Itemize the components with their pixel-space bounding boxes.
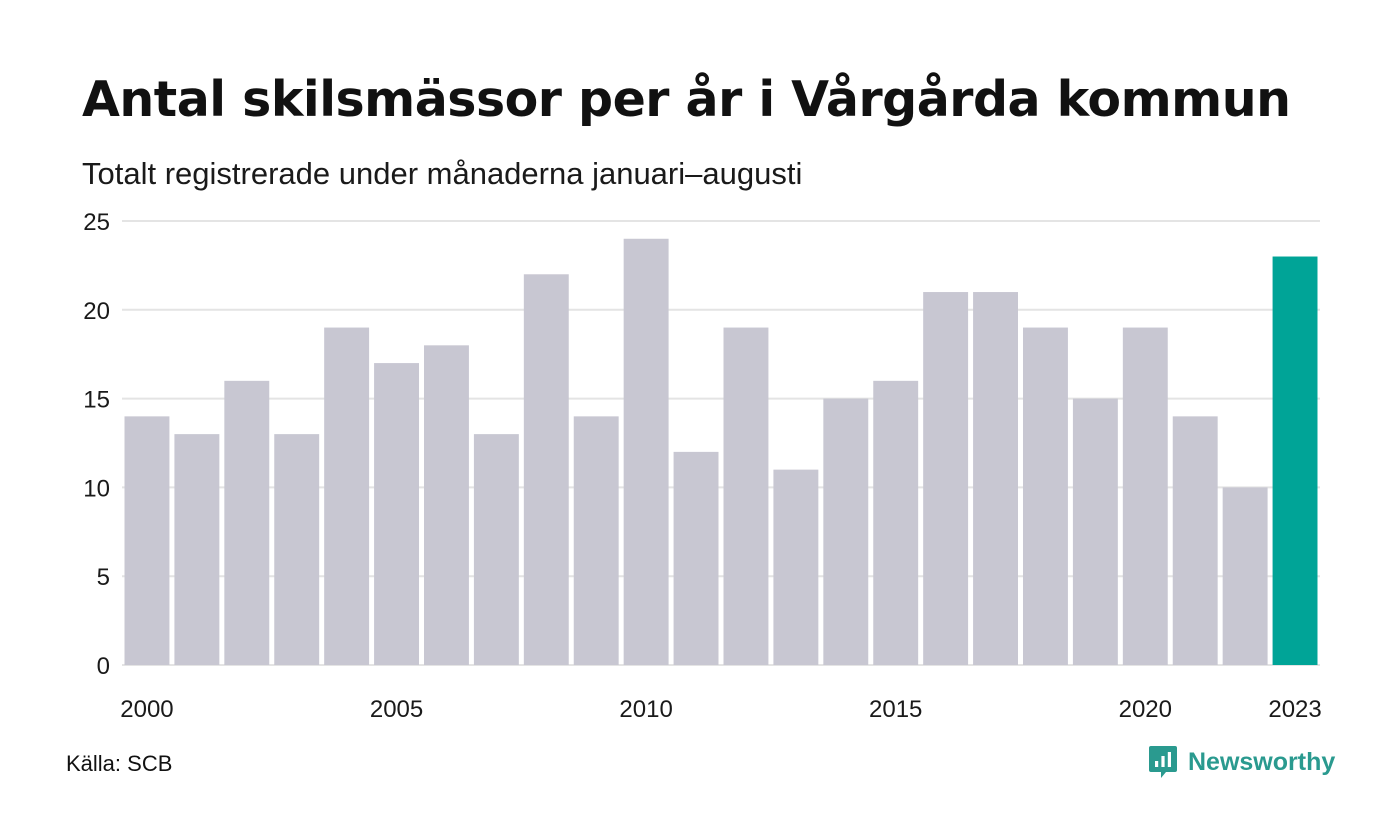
y-tick-label: 5	[97, 564, 110, 591]
gridlines	[122, 220, 1320, 666]
y-tick-label: 20	[83, 298, 110, 325]
bar-2006	[424, 345, 469, 665]
chart-subtitle: Totalt registrerade under månaderna janu…	[82, 156, 803, 191]
x-tick-label: 2020	[1119, 696, 1172, 723]
brand-name: Newsworthy	[1188, 747, 1336, 776]
x-tick-label: 2015	[869, 696, 922, 723]
bar-2003	[274, 434, 320, 665]
bar-2014	[823, 398, 869, 665]
bar-2020	[1122, 327, 1168, 665]
bar-2012	[723, 327, 769, 665]
bar-2004	[324, 327, 370, 665]
bar-2021	[1172, 416, 1218, 665]
bar-2008	[523, 274, 569, 665]
bars	[124, 238, 1318, 665]
bar-2001	[174, 434, 220, 665]
x-tick-label: 2010	[619, 696, 672, 723]
bar-2013	[773, 469, 819, 665]
y-tick-label: 15	[83, 387, 110, 414]
bar-2017	[973, 292, 1018, 665]
y-tick-label: 0	[97, 653, 110, 680]
bar-2002	[224, 380, 270, 665]
source-note: Källa: SCB	[66, 751, 173, 776]
bar-2016	[923, 292, 969, 665]
brand-logo: Newsworthy	[1148, 742, 1335, 782]
bar-2019	[1072, 398, 1118, 665]
bar-2005	[374, 363, 419, 665]
bar-2015	[873, 380, 919, 665]
bar-2018	[1023, 327, 1068, 665]
newsworthy-logo-icon	[1149, 746, 1177, 778]
y-tick-label: 25	[83, 209, 110, 236]
x-tick-label: 2000	[120, 696, 173, 723]
y-axis-tick-labels: 0 5 10 15 20 25	[83, 209, 110, 680]
x-tick-label: 2005	[370, 696, 423, 723]
x-axis-tick-labels: 2000 2005 2010 2015 2020 2023	[120, 696, 1321, 723]
bar-2009	[573, 416, 619, 665]
y-tick-label: 10	[83, 475, 110, 502]
bar-2011	[673, 451, 719, 665]
x-tick-label: 2023	[1268, 696, 1321, 723]
bar-2022	[1222, 487, 1268, 665]
bar-2000	[124, 416, 170, 665]
bar-2010	[623, 238, 669, 665]
bar-2007	[473, 434, 519, 665]
chart-title: Antal skilsmässor per år i Vårgårda komm…	[82, 71, 1291, 128]
bar-2023	[1272, 256, 1318, 665]
